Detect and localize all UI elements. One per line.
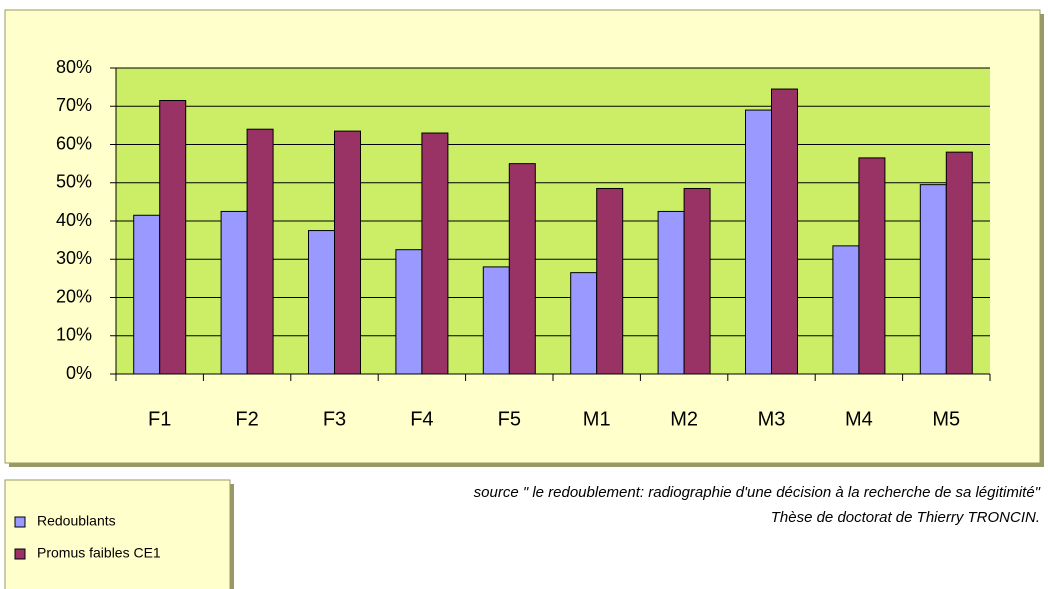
legend-box: [4, 479, 231, 589]
y-tick-label: 60%: [56, 133, 92, 153]
bar: [334, 130, 361, 375]
legend-label: Redoublants: [37, 513, 116, 529]
source-text: source " le redoublement: radiographie d…: [474, 484, 1041, 501]
bar: [683, 187, 711, 375]
y-tick-label: 70%: [56, 95, 92, 115]
bar: [395, 249, 423, 375]
bar: [421, 132, 449, 375]
bar: [919, 184, 947, 375]
y-tick-label: 80%: [56, 57, 92, 77]
bar: [596, 187, 624, 375]
legend-label: Promus faibles CE1: [37, 545, 161, 561]
y-tick-label: 10%: [56, 325, 92, 345]
bar: [745, 109, 772, 375]
bar: [657, 210, 685, 375]
bar: [159, 100, 187, 375]
bar: [133, 214, 161, 375]
x-tick-label: M3: [758, 408, 786, 430]
y-tick-label: 30%: [56, 248, 92, 268]
y-tick-label: 40%: [56, 210, 92, 230]
x-tick-label: F4: [410, 408, 433, 430]
source-text: Thèse de doctorat de Thierry TRONCIN.: [771, 509, 1040, 526]
bar: [246, 128, 274, 375]
y-tick-label: 50%: [56, 172, 92, 192]
x-tick-label: F5: [498, 408, 521, 430]
x-tick-label: F1: [148, 408, 171, 430]
x-tick-label: M2: [670, 408, 698, 430]
bar: [858, 157, 886, 375]
x-tick-label: M1: [583, 408, 611, 430]
legend-swatch: [14, 516, 26, 528]
bar: [945, 151, 973, 375]
legend-swatch: [14, 548, 26, 560]
y-tick-label: 20%: [56, 286, 92, 306]
bar: [308, 230, 335, 375]
bar: [832, 245, 860, 375]
x-tick-label: M4: [845, 408, 873, 430]
x-tick-label: M5: [932, 408, 960, 430]
bar: [508, 163, 536, 375]
bar: [482, 266, 510, 375]
bar: [220, 210, 248, 375]
y-tick-label: 0%: [66, 363, 92, 383]
bar: [570, 272, 598, 375]
x-tick-label: F3: [323, 408, 346, 430]
bar: [771, 88, 798, 375]
x-tick-label: F2: [235, 408, 258, 430]
